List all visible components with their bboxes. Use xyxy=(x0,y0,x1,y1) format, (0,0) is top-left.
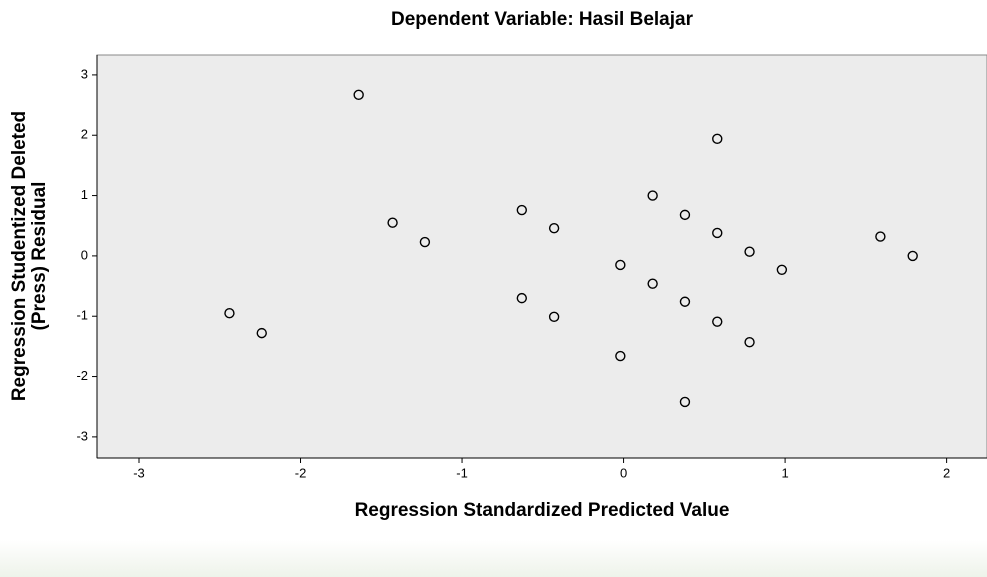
x-tick-label: -2 xyxy=(295,465,307,480)
y-tick-label: 0 xyxy=(81,247,88,262)
x-tick-label: 0 xyxy=(620,465,627,480)
watermark-band xyxy=(0,540,987,577)
y-tick-label: 3 xyxy=(81,66,88,81)
y-axis-label: Regression Studentized Deleted (Press) R… xyxy=(9,111,50,401)
chart: Dependent Variable: Hasil Belajar Regres… xyxy=(0,0,987,577)
chart-title: Dependent Variable: Hasil Belajar xyxy=(391,9,694,30)
x-tick-label: 2 xyxy=(943,465,950,480)
y-tick-label: -3 xyxy=(76,428,88,443)
y-axis-label-line: Regression Studentized Deleted xyxy=(9,111,30,401)
y-tick-label: 2 xyxy=(81,127,88,142)
plot-area xyxy=(97,55,987,458)
x-tick-label: -3 xyxy=(133,465,145,480)
x-axis-label: Regression Standardized Predicted Value xyxy=(355,500,730,521)
y-tick-label: 1 xyxy=(81,187,88,202)
y-tick-label: -1 xyxy=(76,308,88,323)
y-axis-label-line: (Press) Residual xyxy=(29,182,50,331)
x-tick-label: -1 xyxy=(456,465,468,480)
x-tick-label: 1 xyxy=(781,465,788,480)
y-tick-label: -2 xyxy=(76,368,88,383)
